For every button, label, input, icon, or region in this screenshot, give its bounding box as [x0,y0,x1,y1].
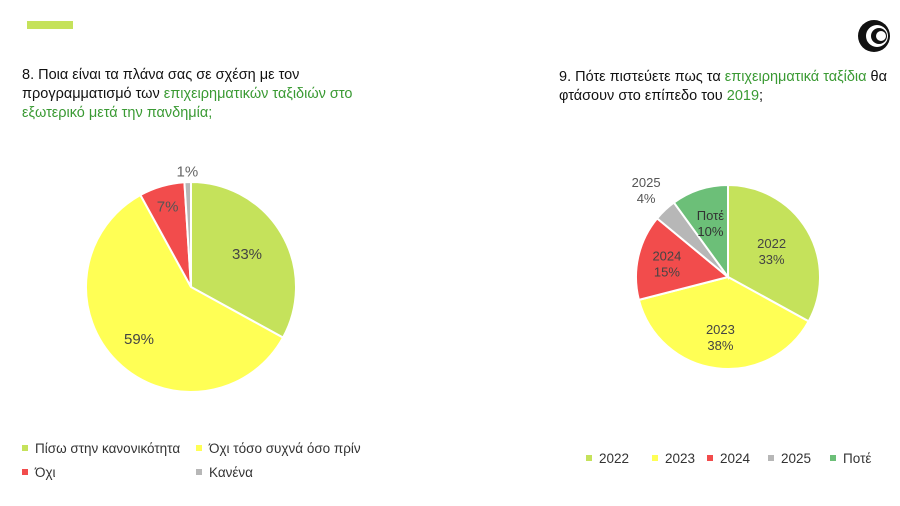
chart1-legend-label-0: Πίσω στην κανονικότητα [35,441,181,456]
chart1-legend-label-2: Όχι [35,465,56,480]
chart2-data-label-1: 2023 38% [706,322,735,353]
chart2-data-label-2: 2024 15% [652,248,681,279]
chart2-legend-item-1: 2023 [652,451,695,466]
chart1-legend-label-3: Κανένα [209,465,253,480]
chart2-legend-swatch-0 [586,455,592,462]
chart1-legend-swatch-2 [22,469,28,476]
chart1-legend-item-0: Πίσω στην κανονικότητα [22,441,180,456]
chart1-legend-item-3: Κανένα [196,465,253,480]
chart1-slice-0 [190,180,297,339]
chart1-legend-swatch-0 [22,445,28,452]
chart2-slice-0 [727,183,821,323]
chart2-legend-item-0: 2022 [586,451,629,466]
chart2-slice-2 [635,216,731,302]
chart2-slice-4 [672,183,729,281]
chart2-legend-item-4: Ποτέ [830,451,871,466]
chart1-legend-swatch-3 [196,469,202,476]
chart1-slice-1 [85,193,285,393]
chart2-data-label-3: 2025 4% [632,175,661,206]
chart2-legend-label-2: 2024 [720,451,751,466]
chart2-data-label-4: Ποτέ 10% [697,208,725,239]
chart1-data-label-2: 7% [157,198,179,215]
chart1-legend-label-1: Όχι τόσο συχνά όσο πρίν [209,441,361,456]
chart2-legend-item-2: 2024 [707,451,750,466]
chart1-slice-3 [183,180,192,288]
header-accent-bar [27,21,73,29]
chart2-legend-swatch-2 [707,455,713,462]
question-9-title: 9. Πότε πιστεύετε πως τα επιχειρηματικά … [559,69,887,104]
chart2-slice-1 [637,275,810,370]
brand-logo-icon [858,20,890,52]
chart2-legend-swatch-4 [830,455,836,462]
chart2-legend-swatch-3 [768,455,774,462]
chart1-data-label-0: 33% [232,246,262,263]
chart2-legend-label-0: 2022 [599,451,630,466]
chart1-legend-item-1: Όχι τόσο συχνά όσο πρίν [196,441,361,456]
chart2-legend-swatch-1 [652,455,658,462]
chart2-legend-label-4: Ποτέ [843,451,872,466]
question-8-title: 8. Ποια είναι τα πλάνα σας σε σχέση με τ… [22,67,353,121]
chart2-legend-label-1: 2023 [665,451,696,466]
chart1-data-label-1: 59% [124,331,154,348]
chart2-legend-label-3: 2025 [781,451,812,466]
chart2-legend-item-3: 2025 [768,451,811,466]
chart1-legend-item-2: Όχι [22,465,56,480]
chart2-data-label-0: 2022 33% [757,236,786,267]
chart1-data-label-3: 1% [177,164,199,181]
chart1-legend-swatch-1 [196,445,202,452]
